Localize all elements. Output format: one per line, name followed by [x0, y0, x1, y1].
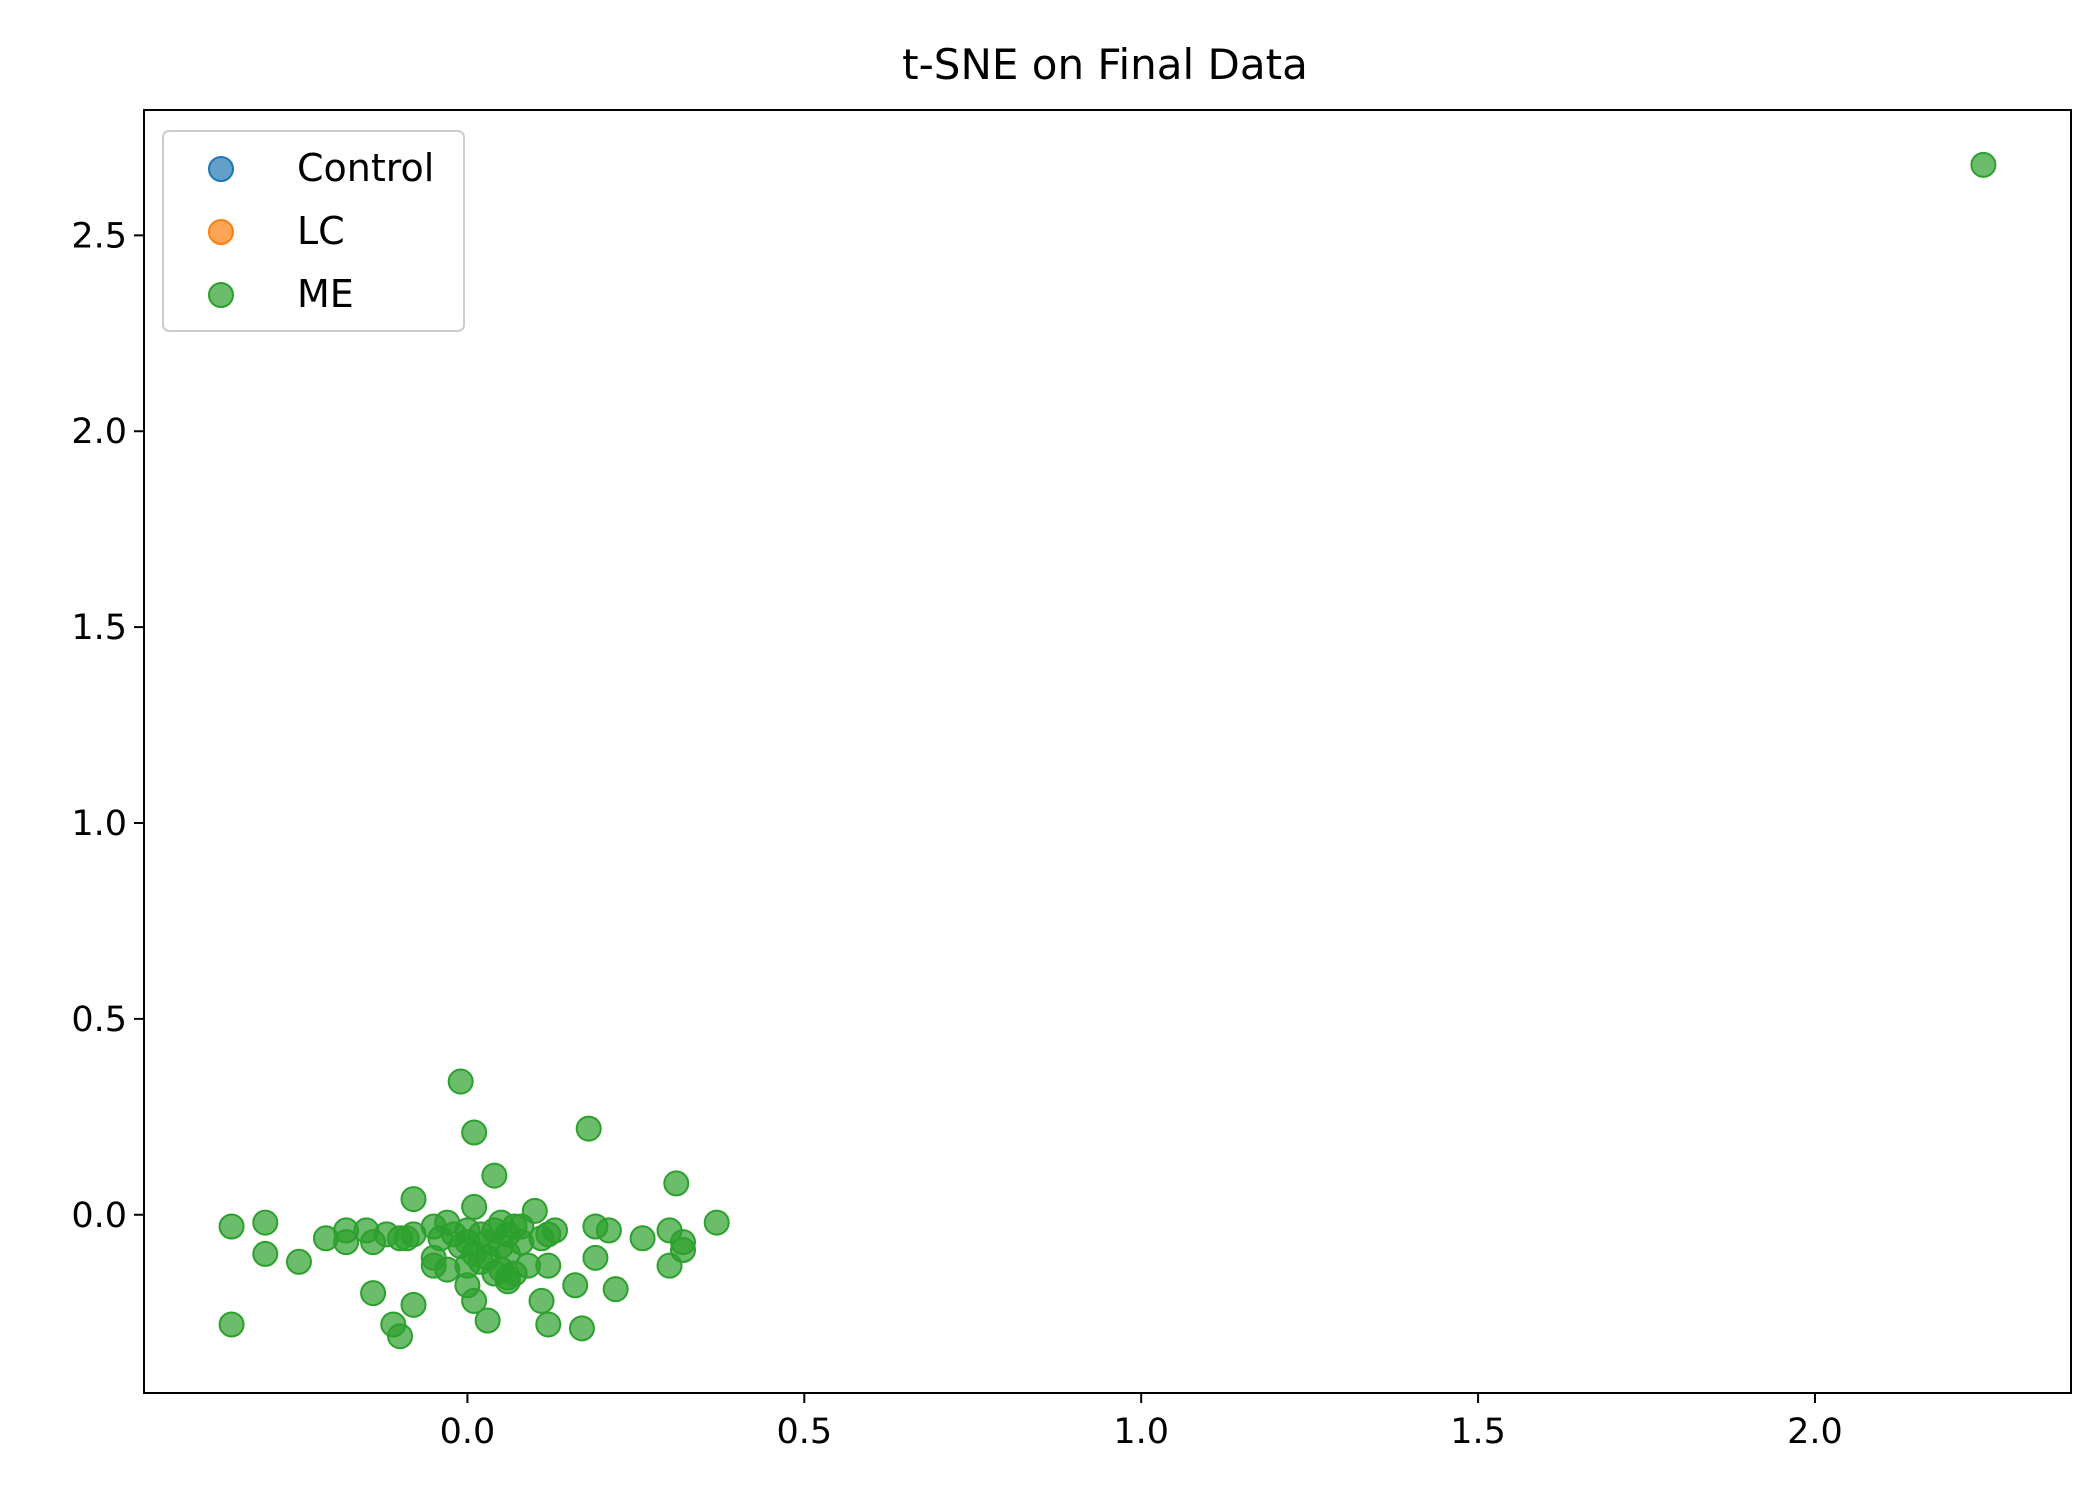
data-point-me	[602, 1276, 629, 1303]
x-tick-label: 1.5	[1450, 1412, 1506, 1452]
data-point-me	[474, 1307, 501, 1334]
legend-marker-lc	[208, 219, 234, 245]
data-point-me	[400, 1291, 427, 1318]
data-point-me	[656, 1252, 683, 1279]
data-point-me	[360, 1280, 387, 1307]
plot-frame	[143, 109, 2072, 1394]
data-point-me	[447, 1068, 474, 1095]
data-point-me	[528, 1287, 555, 1314]
x-axis: 0.0 0.5 1.0 1.5 2.0	[440, 1393, 1843, 1452]
x-tick-label: 0.5	[776, 1412, 832, 1452]
y-tick-label: 2.0	[71, 412, 127, 452]
data-point-me	[568, 1315, 595, 1342]
data-point-me	[663, 1170, 690, 1197]
data-point-me	[285, 1248, 312, 1275]
legend-label-lc: LC	[297, 209, 345, 253]
data-point-me	[703, 1209, 730, 1236]
y-tick-label: 1.0	[71, 804, 127, 844]
x-tick-label: 0.0	[440, 1412, 496, 1452]
data-point-me	[582, 1244, 609, 1271]
data-point-me	[218, 1213, 245, 1240]
data-point-me	[562, 1272, 589, 1299]
data-point-me	[494, 1268, 521, 1295]
data-point-me	[595, 1217, 622, 1244]
x-tick-label: 1.0	[1113, 1412, 1169, 1452]
legend: Control LC ME	[162, 130, 465, 332]
data-point-me	[535, 1252, 562, 1279]
legend-marker-control	[208, 156, 234, 182]
legend-label-control: Control	[297, 146, 434, 190]
data-point-me	[575, 1115, 602, 1142]
data-point-me	[400, 1186, 427, 1213]
data-point-me	[481, 1162, 508, 1189]
data-point-me	[387, 1323, 414, 1350]
data-point-me	[1970, 151, 1997, 178]
y-tick-label: 2.5	[71, 216, 127, 256]
data-point-me	[535, 1311, 562, 1338]
data-point-me	[629, 1225, 656, 1252]
chart-title: t-SNE on Final Data	[902, 40, 1308, 89]
data-point-me	[461, 1193, 488, 1220]
data-point-me	[252, 1240, 279, 1267]
data-point-me	[218, 1311, 245, 1338]
data-point-me	[333, 1229, 360, 1256]
data-point-me	[252, 1209, 279, 1236]
y-axis: 0.0 0.5 1.0 1.5 2.0 2.5	[71, 216, 144, 1236]
x-tick-label: 2.0	[1787, 1412, 1843, 1452]
y-tick-label: 0.5	[71, 1000, 127, 1040]
legend-frame	[162, 130, 465, 332]
y-tick-label: 0.0	[71, 1196, 127, 1236]
data-point-me	[461, 1119, 488, 1146]
data-point-me	[542, 1217, 569, 1244]
scatter-points-layer	[218, 151, 1997, 1350]
y-tick-label: 1.5	[71, 608, 127, 648]
plot-area	[144, 110, 2071, 1393]
legend-marker-me	[208, 282, 234, 308]
data-point-me	[461, 1287, 488, 1314]
legend-label-me: ME	[297, 272, 354, 316]
